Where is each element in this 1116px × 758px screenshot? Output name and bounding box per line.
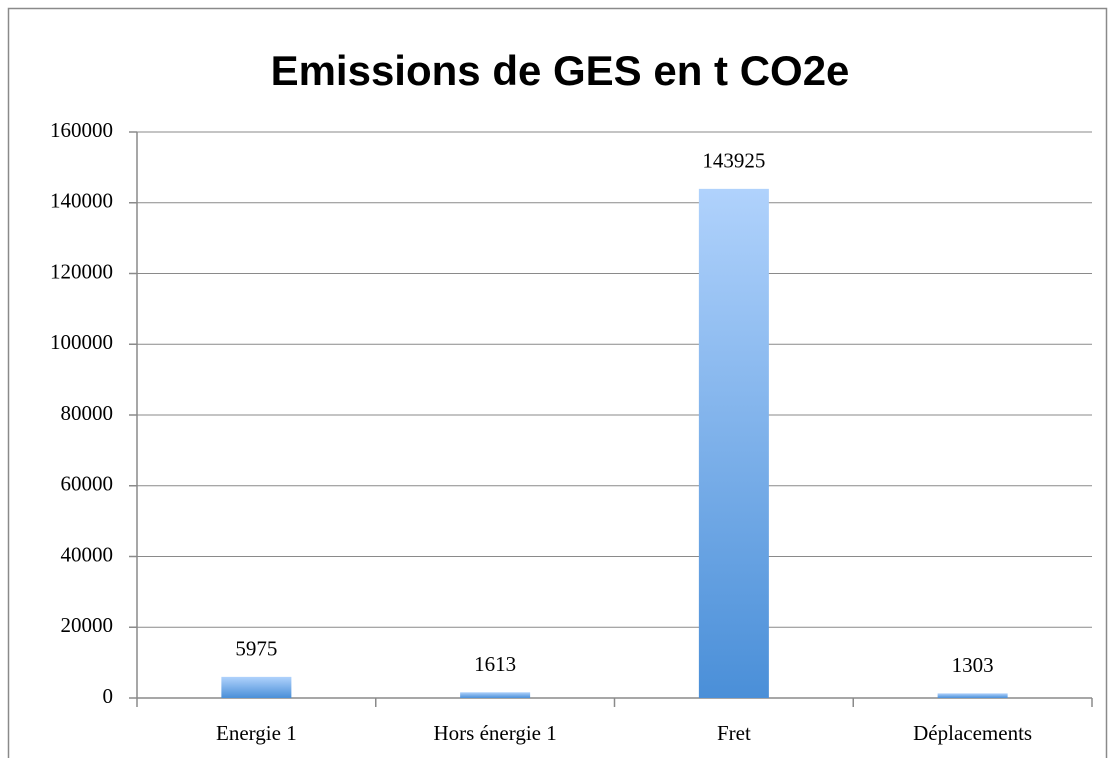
y-tick-label: 160000 (50, 118, 113, 142)
chart-border (7, 7, 1108, 758)
y-tick-label: 40000 (61, 542, 114, 566)
data-label: 1303 (952, 653, 994, 677)
x-tick-label: Fret (717, 721, 751, 745)
data-label: 1613 (474, 652, 516, 676)
y-tick-label: 120000 (50, 259, 113, 283)
y-tick-label: 0 (103, 684, 114, 708)
y-tick-label: 20000 (61, 613, 114, 637)
y-tick-label: 140000 (50, 189, 113, 213)
bar (698, 188, 769, 699)
y-tick-label: 60000 (61, 472, 114, 496)
chart-title: Emissions de GES en t CO2e (271, 47, 850, 94)
data-label: 5975 (235, 637, 277, 661)
bar (460, 692, 531, 698)
bar (937, 693, 1008, 698)
x-tick-label: Déplacements (913, 721, 1032, 745)
x-tick-label: Energie 1 (216, 721, 297, 745)
data-label: 143925 (702, 149, 765, 173)
bar (221, 676, 292, 698)
y-tick-label: 100000 (50, 330, 113, 354)
y-tick-label: 80000 (61, 401, 114, 425)
x-tick-label: Hors énergie 1 (434, 721, 557, 745)
